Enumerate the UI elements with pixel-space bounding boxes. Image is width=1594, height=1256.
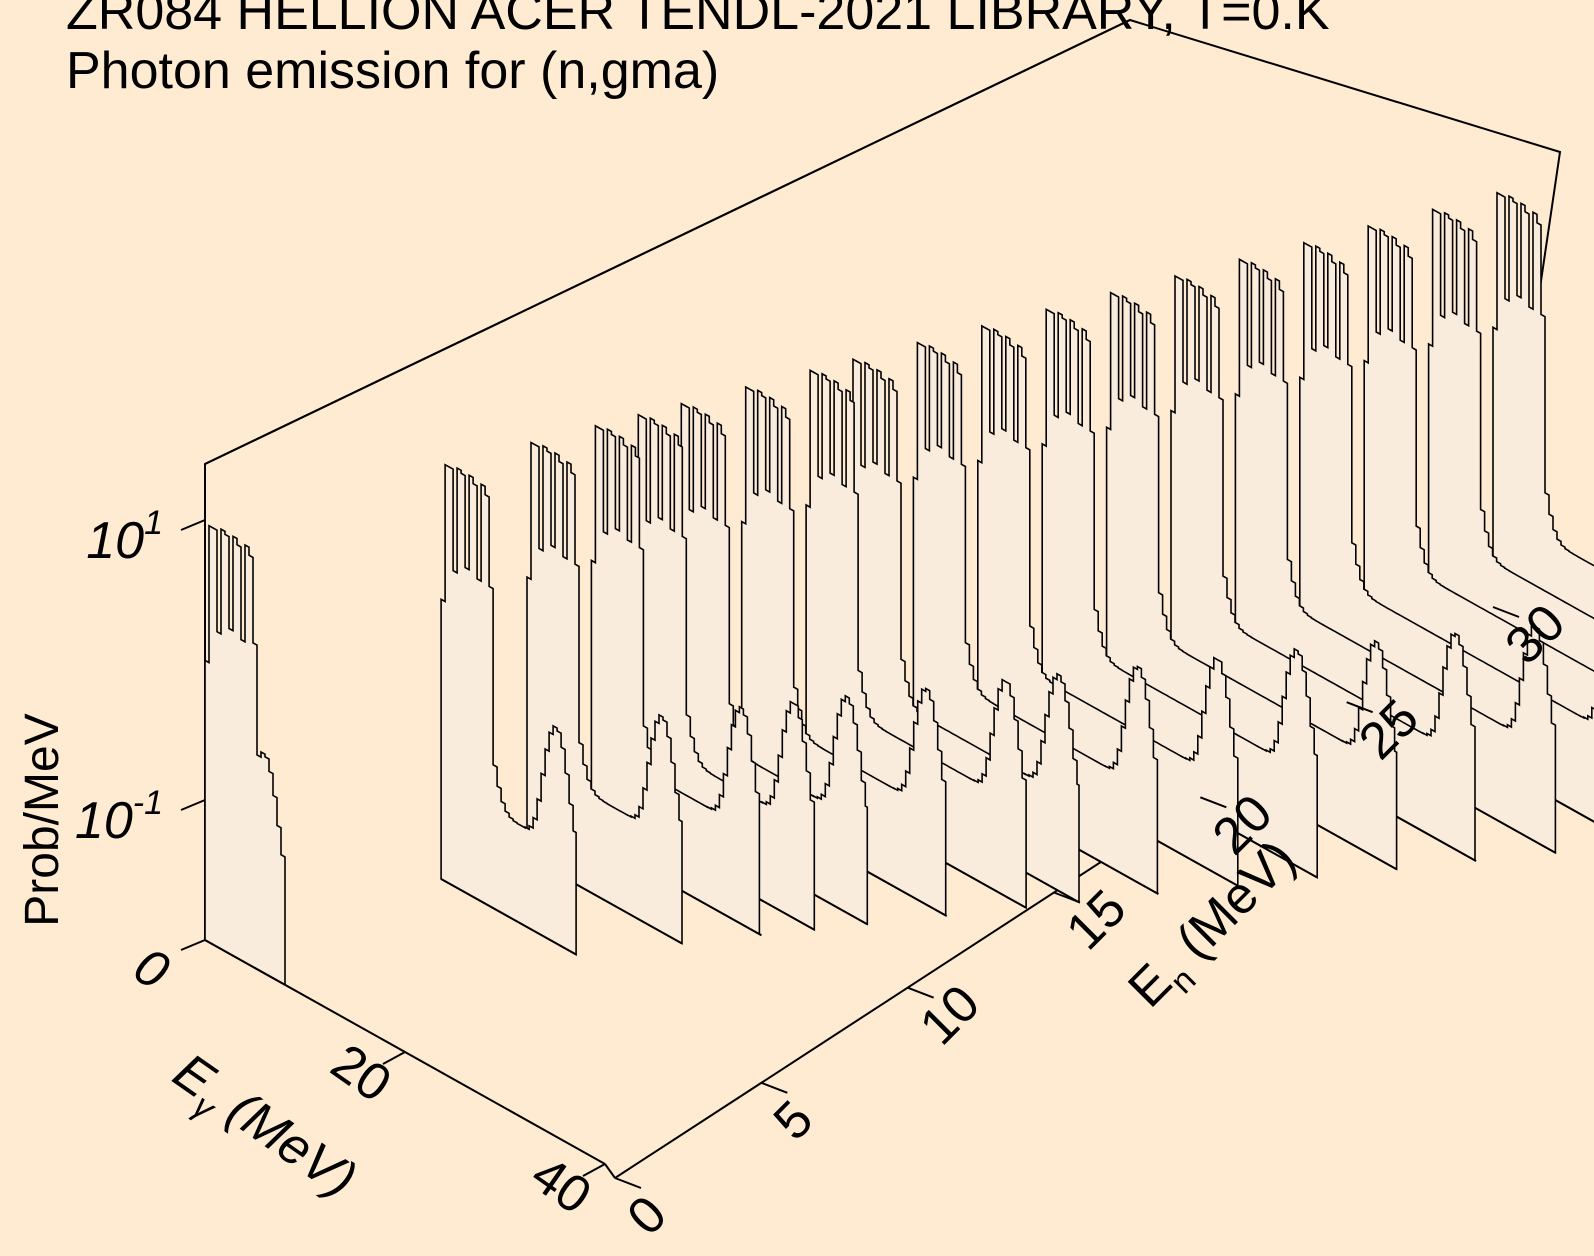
y-tick-label: 0 [616, 1185, 677, 1246]
z-axis-label: Prob/MeV [16, 713, 69, 926]
x-tick [582, 1163, 606, 1177]
chart-title: ZR084 HELLION ACER TENDL-2021 LIBRARY, T… [66, 0, 1330, 41]
spectrum-curve [204, 524, 286, 987]
z-tick-label: 10-1 [75, 784, 163, 850]
y-tick-label: 5 [763, 1090, 824, 1151]
spectra-group [204, 191, 1594, 987]
spectrum-curve [440, 463, 577, 956]
spectrum-curve [1427, 208, 1594, 718]
y-tick [760, 1081, 788, 1094]
y-tick [1053, 891, 1081, 904]
back-edge [204, 19, 1131, 465]
spectrum-curve [1492, 191, 1594, 665]
y-tick [1199, 796, 1227, 809]
y-tick [1492, 606, 1520, 618]
x-tick [382, 1051, 406, 1065]
spectrum-baseline [440, 878, 577, 956]
z-tick-label: 101 [86, 504, 163, 570]
z-tick [180, 939, 206, 951]
x-tick-label: 40 [521, 1145, 602, 1226]
chart-subtitle: Photon emission for (n,gma) [66, 42, 720, 100]
y-tick [614, 1177, 642, 1189]
y-tick [1346, 701, 1374, 714]
z-tick-label: 0 [124, 937, 178, 1002]
x-axis-end [604, 1163, 616, 1179]
y-tick-label: 10 [909, 974, 991, 1056]
y-tick [907, 986, 935, 999]
z-tick [180, 519, 206, 531]
z-tick [180, 799, 206, 811]
x-tick-label: 20 [321, 1033, 402, 1114]
spectrum-baseline [204, 939, 286, 986]
